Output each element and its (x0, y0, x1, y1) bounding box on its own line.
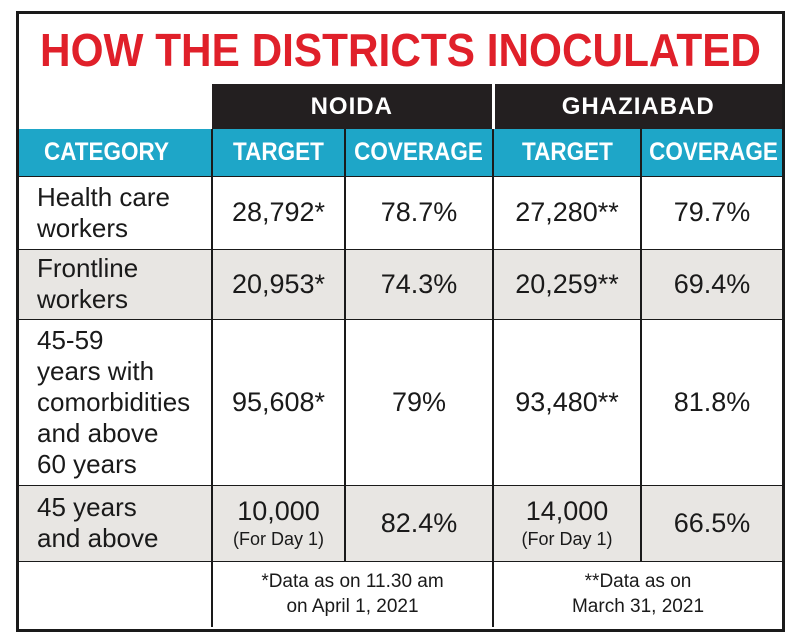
note-noida-line-1: *Data as on 11.30 am (261, 571, 444, 593)
cell-ghaziabad-target-value: 14,000 (525, 496, 609, 526)
district-header-blank (19, 84, 212, 129)
cell-noida-coverage-value: 82.4% (380, 507, 458, 538)
infographic-frame: HOW THE DISTRICTS INOCULATED NOIDA GHAZI… (16, 11, 785, 632)
category-line: Health care (37, 181, 170, 212)
category-line: 45-59 (37, 324, 104, 355)
table-row: 45 years and above 10,000 (For Day 1) 82.4% 1… (19, 484, 782, 561)
cell-ghaziabad-coverage: 66.5% (640, 484, 782, 561)
notes-blank (19, 560, 212, 627)
category-line: workers (37, 284, 129, 314)
cell-ghaziabad-target-note: (For Day 1) (521, 529, 613, 549)
cell-ghaziabad-coverage-value: 81.8% (673, 386, 751, 417)
column-header-ghaziabad-target: TARGET (492, 129, 641, 176)
cell-noida-target-value: 95,608* (231, 386, 326, 417)
column-header-noida-target: TARGET (211, 129, 345, 176)
cell-noida-coverage-value: 79% (391, 386, 447, 417)
cell-category: 45 years and above (19, 484, 212, 561)
cell-category: 45-59 years with comorbidities and above 60 … (19, 318, 212, 485)
note-ghaziabad-line-2: March 31, 2021 (571, 596, 705, 618)
notes-row: *Data as on 11.30 am on April 1, 2021 **… (19, 560, 782, 627)
column-header-noida-coverage: COVERAGE (344, 129, 493, 176)
cell-noida-target: 28,792* (211, 175, 345, 249)
cell-category: Health care workers (19, 175, 212, 249)
table-row: Frontline workers 20,953* 74.3% 20,259** 69.4… (19, 248, 782, 319)
cell-noida-target-value: 20,953* (231, 268, 326, 299)
cell-noida-target: 20,953* (211, 248, 345, 319)
cell-ghaziabad-target: 27,280** (492, 175, 641, 249)
category-line: comorbidities (37, 386, 191, 417)
category-line: and above (37, 523, 159, 553)
cell-ghaziabad-coverage: 81.8% (640, 318, 782, 485)
column-header-ghaziabad-coverage: COVERAGE (640, 129, 782, 176)
note-ghaziabad: **Data as on March 31, 2021 (492, 560, 782, 627)
table-body: Health care workers 28,792* 78.7% 27,280** 79… (19, 175, 782, 561)
cell-ghaziabad-target: 14,000 (For Day 1) (492, 484, 641, 561)
cell-noida-coverage-value: 74.3% (380, 268, 458, 299)
cell-noida-coverage: 78.7% (344, 175, 493, 249)
category-line: 45 years (37, 492, 137, 522)
category-line: Frontline (37, 253, 139, 283)
cell-noida-coverage: 82.4% (344, 484, 493, 561)
table-row: Health care workers 28,792* 78.7% 27,280** 79… (19, 175, 782, 249)
cell-ghaziabad-coverage: 79.7% (640, 175, 782, 249)
cell-noida-coverage: 79% (344, 318, 493, 485)
cell-ghaziabad-coverage-value: 79.7% (673, 197, 751, 227)
table-row: 45-59 years with comorbidities and above 60 … (19, 318, 782, 485)
district-header-row: NOIDA GHAZIABAD (19, 84, 782, 129)
category-line: and above (37, 417, 159, 448)
data-table: NOIDA GHAZIABAD CATEGORY TARGET COVERAGE… (19, 84, 782, 627)
district-header-ghaziabad: GHAZIABAD (491, 84, 782, 129)
cell-noida-coverage: 74.3% (344, 248, 493, 319)
cell-ghaziabad-coverage: 69.4% (640, 248, 782, 319)
cell-ghaziabad-target-value: 27,280** (515, 197, 619, 227)
category-line: years with (37, 355, 155, 386)
note-noida-line-2: on April 1, 2021 (286, 596, 419, 618)
district-header-noida: NOIDA (212, 84, 493, 129)
cell-ghaziabad-coverage-value: 69.4% (673, 268, 751, 299)
cell-noida-target-note: (For Day 1) (232, 529, 324, 549)
cell-noida-target-value: 28,792* (231, 197, 326, 227)
note-ghaziabad-line-1: **Data as on (584, 571, 692, 593)
cell-ghaziabad-coverage-value: 66.5% (673, 507, 751, 538)
column-header-row: CATEGORY TARGET COVERAGE TARGET COVERAGE (19, 129, 782, 176)
category-line: 60 years (37, 448, 137, 479)
note-noida: *Data as on 11.30 am on April 1, 2021 (211, 560, 493, 627)
cell-noida-target-value: 10,000 (237, 496, 320, 526)
cell-noida-coverage-value: 78.7% (380, 197, 458, 227)
cell-ghaziabad-target: 93,480** (492, 318, 641, 485)
cell-ghaziabad-target-value: 20,259** (515, 268, 619, 299)
cell-ghaziabad-target: 20,259** (492, 248, 641, 319)
cell-noida-target: 10,000 (For Day 1) (211, 484, 345, 561)
column-header-category: CATEGORY (19, 129, 212, 176)
cell-category: Frontline workers (19, 248, 212, 319)
chart-title: HOW THE DISTRICTS INOCULATED (40, 24, 761, 76)
cell-noida-target: 95,608* (211, 318, 345, 485)
category-line: workers (37, 212, 129, 243)
cell-ghaziabad-target-value: 93,480** (515, 386, 619, 417)
